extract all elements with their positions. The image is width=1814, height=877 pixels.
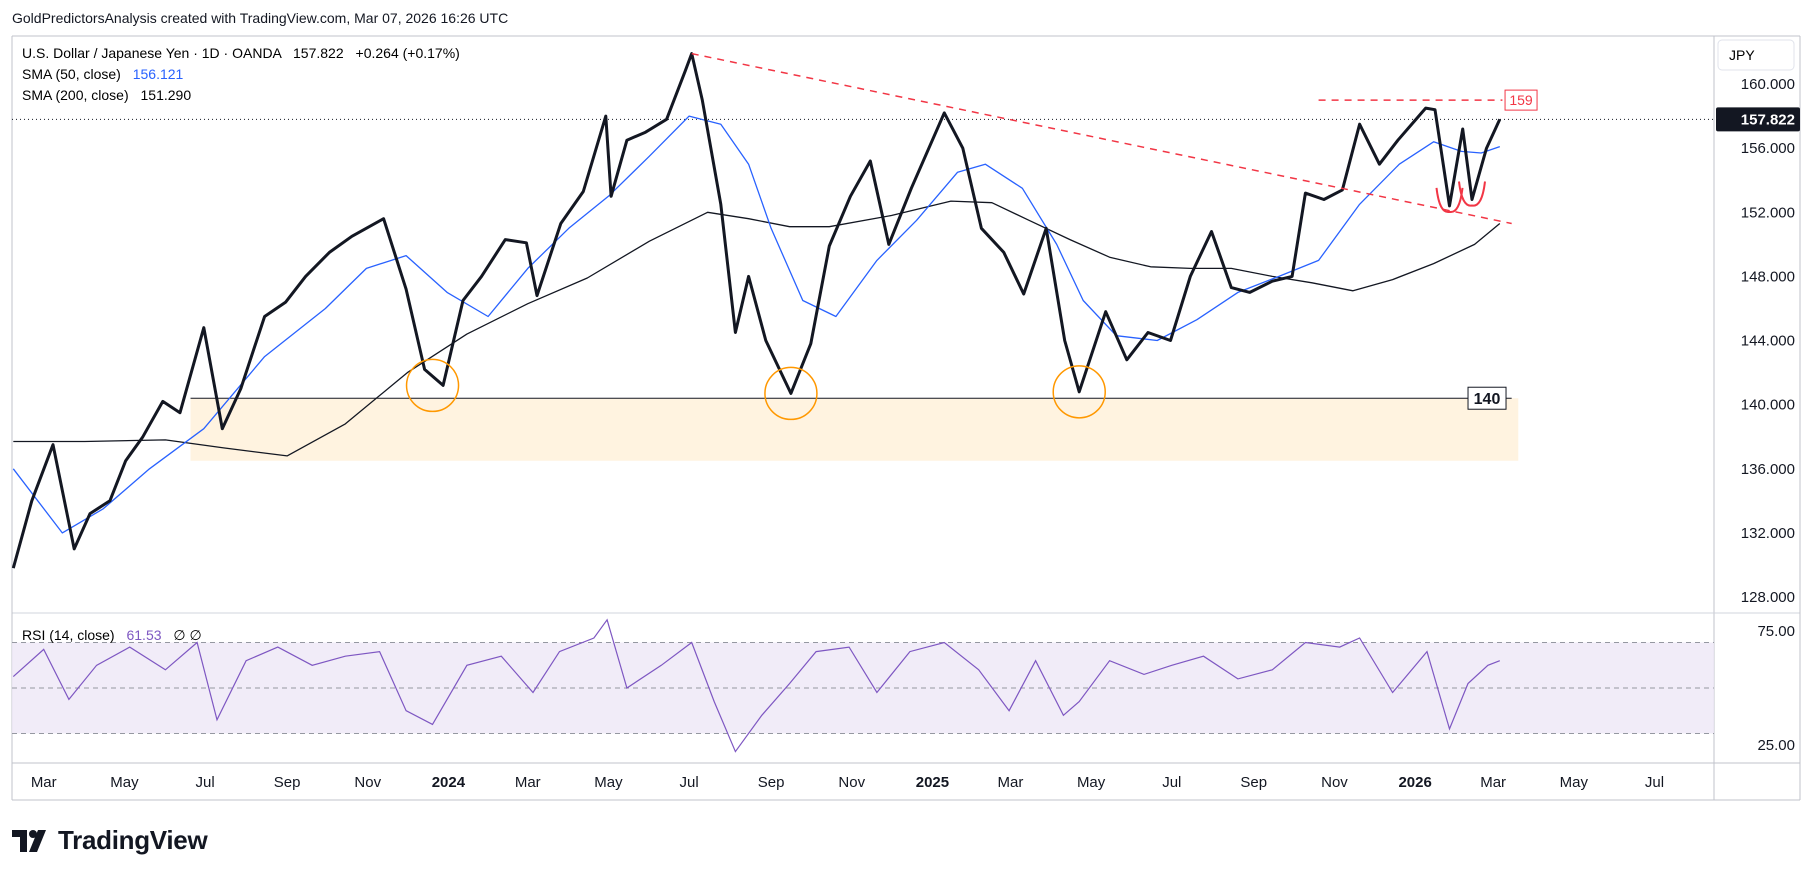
support-label-box — [1467, 386, 1507, 410]
bottom-circle — [1052, 365, 1106, 419]
time-tick-label: Sep — [274, 774, 301, 791]
time-tick-label: Sep — [1240, 774, 1267, 791]
legend-rsi-value: 61.53 — [126, 627, 161, 643]
time-tick-label: Sep — [758, 774, 785, 791]
bottom-circle — [405, 358, 460, 413]
legend-rsi-extra: ∅ ∅ — [173, 627, 201, 643]
price-series-line — [11, 52, 1502, 569]
time-tick-label: May — [594, 774, 623, 791]
last-price-badge-text: 157.822 — [1741, 111, 1795, 128]
currency-label: JPY — [1729, 47, 1755, 63]
support-zone — [190, 398, 1519, 461]
bottom-circle — [764, 366, 818, 421]
double-bottom-arc — [1457, 181, 1486, 207]
price-tick-label: 160.000 — [1741, 76, 1795, 93]
price-tick-label: 144.000 — [1741, 333, 1795, 350]
legend-last: 157.822 — [293, 45, 344, 61]
price-tick-label: 152.000 — [1741, 204, 1795, 221]
time-tick-label: Mar — [1480, 774, 1506, 791]
price-axis[interactable]: 160.000 156.000 152.000 148.000 144.000 140.0… — [1741, 76, 1795, 606]
sma50-series-line — [12, 115, 1501, 534]
price-tick-label: 140.000 — [1741, 397, 1795, 414]
price-tick-label: 132.000 — [1741, 525, 1795, 542]
chart-credit: GoldPredictorsAnalysis created with Trad… — [12, 10, 509, 26]
time-axis[interactable]: Mar May Jul Sep Nov 2024 Mar May Jul Sep Nov 2025 Ma… — [31, 774, 1664, 791]
price-tick-label: 156.000 — [1741, 140, 1795, 157]
time-tick-label: Nov — [354, 774, 381, 791]
time-tick-label: May — [110, 774, 139, 791]
time-tick-label: May — [1560, 774, 1589, 791]
rsi-tick-label: 75.00 — [1757, 623, 1795, 640]
legend-sma50-row: SMA (50, close) 156.121 — [22, 66, 184, 82]
price-tick-label: 148.000 — [1741, 268, 1795, 285]
support-zone-rect — [190, 398, 1519, 461]
rsi-axis: 75.00 25.00 — [1757, 623, 1795, 754]
price-tick-label: 128.000 — [1741, 589, 1795, 606]
time-tick-label: 2025 — [916, 774, 949, 791]
time-tick-label: Mar — [515, 774, 541, 791]
legend-symbol: U.S. Dollar / Japanese Yen · 1D · OANDA — [22, 45, 283, 61]
time-tick-label: Jul — [1162, 774, 1181, 791]
time-tick-label: 2026 — [1398, 774, 1431, 791]
legend-rsi-label: RSI (14, close) — [22, 627, 115, 643]
tradingview-logo-icon — [12, 829, 46, 852]
sma200-series-line — [13, 200, 1501, 457]
time-tick-label: Nov — [1321, 774, 1348, 791]
last-price-badge — [1716, 107, 1800, 132]
time-tick-label: Jul — [195, 774, 214, 791]
resistance-label-box — [1504, 89, 1538, 111]
legend-rsi-row: RSI (14, close) 61.53 ∅ ∅ — [22, 627, 202, 643]
descending-trendline — [691, 52, 1512, 225]
time-tick-label: 2024 — [432, 774, 466, 791]
legend-change: +0.264 (+0.17%) — [356, 45, 460, 61]
tradingview-logo-text: TradingView — [58, 825, 208, 855]
rsi-band — [12, 642, 1714, 734]
support-label: 140 — [1474, 391, 1501, 408]
legend-symbol-row: U.S. Dollar / Japanese Yen · 1D · OANDA … — [22, 45, 460, 61]
rsi-series-line — [12, 618, 1501, 753]
time-tick-label: Jul — [680, 774, 699, 791]
legend-sma50-value: 156.121 — [133, 66, 184, 82]
time-tick-label: Nov — [838, 774, 865, 791]
double-bottom-arc — [1435, 187, 1464, 213]
time-tick-label: Jul — [1645, 774, 1664, 791]
rsi-tick-label: 25.00 — [1757, 737, 1795, 754]
legend-sma200-label: SMA (200, close) — [22, 87, 129, 103]
legend-sma50-label: SMA (50, close) — [22, 66, 121, 82]
time-tick-label: Mar — [998, 774, 1024, 791]
price-tick-label: 136.000 — [1741, 461, 1795, 478]
time-tick-label: May — [1077, 774, 1106, 791]
resistance-label: 159 — [1509, 92, 1533, 108]
legend-sma200-value: 151.290 — [141, 87, 192, 103]
tradingview-logo[interactable]: TradingView — [12, 825, 208, 856]
currency-button[interactable] — [1717, 39, 1795, 71]
time-tick-label: Mar — [31, 774, 57, 791]
legend-sma200-row: SMA (200, close) 151.290 — [22, 87, 191, 103]
